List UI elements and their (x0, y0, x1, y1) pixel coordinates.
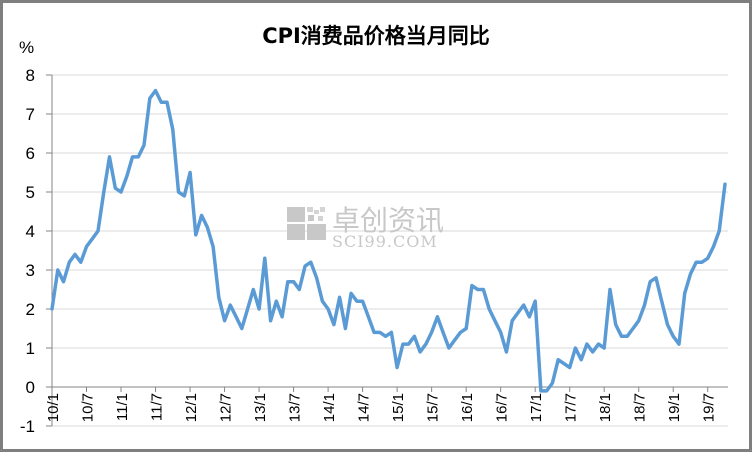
y-axis-unit: % (19, 38, 35, 57)
watermark-cn-text: 卓创资讯 (332, 204, 444, 237)
x-tick-label: 11/1 (114, 393, 131, 421)
y-tick-label: 6 (26, 144, 35, 163)
x-tick-label: 10/7 (80, 393, 97, 422)
x-tick-label: 14/1 (321, 393, 338, 422)
x-tick-label: 15/1 (390, 393, 407, 422)
x-tick-label: 14/7 (356, 393, 373, 422)
y-tick-label: 8 (26, 66, 35, 85)
x-tick-label: 10/1 (45, 393, 62, 422)
x-tick-label: 19/7 (701, 393, 718, 422)
x-axis-ticks: 10/1 10/7 11/1 11/7 12/1 12/7 13/1 13/7 14/1 14/7… (45, 387, 718, 422)
x-tick-label: 15/7 (425, 393, 442, 422)
axes (51, 75, 728, 426)
cpi-series-line (50, 88, 727, 393)
y-tick-label: 5 (26, 183, 35, 202)
y-axis-ticks: -1 0 1 2 3 4 5 6 7 8 (20, 66, 52, 436)
x-tick-label: 17/7 (563, 393, 580, 422)
x-tick-label: 13/7 (287, 393, 304, 422)
y-tick-label: 0 (26, 378, 35, 397)
x-tick-label: 19/1 (666, 393, 683, 422)
watermark: 卓创资讯 SCI99.COM (287, 204, 444, 251)
y-tick-label: 3 (26, 261, 35, 280)
y-tick-label: 4 (26, 222, 35, 241)
x-tick-label: 12/7 (218, 393, 235, 422)
x-tick-label: 17/1 (528, 393, 545, 422)
x-tick-label: 18/7 (632, 393, 649, 422)
chart-title: CPI消费品价格当月同比 (262, 24, 490, 48)
x-tick-label: 11/7 (149, 393, 166, 421)
y-tick-label: 1 (26, 339, 35, 358)
x-tick-label: 13/1 (252, 393, 269, 422)
x-tick-label: 16/1 (459, 393, 476, 422)
x-tick-label: 16/7 (494, 393, 511, 422)
x-tick-label: 12/1 (183, 393, 200, 422)
x-tick-label: 18/1 (597, 393, 614, 422)
watermark-logo-icon (287, 207, 326, 240)
watermark-en-text: SCI99.COM (332, 232, 438, 251)
y-tick-label: -1 (20, 417, 35, 436)
y-tick-label: 2 (26, 300, 35, 319)
y-tick-label: 7 (26, 105, 35, 124)
gridlines (52, 74, 728, 427)
